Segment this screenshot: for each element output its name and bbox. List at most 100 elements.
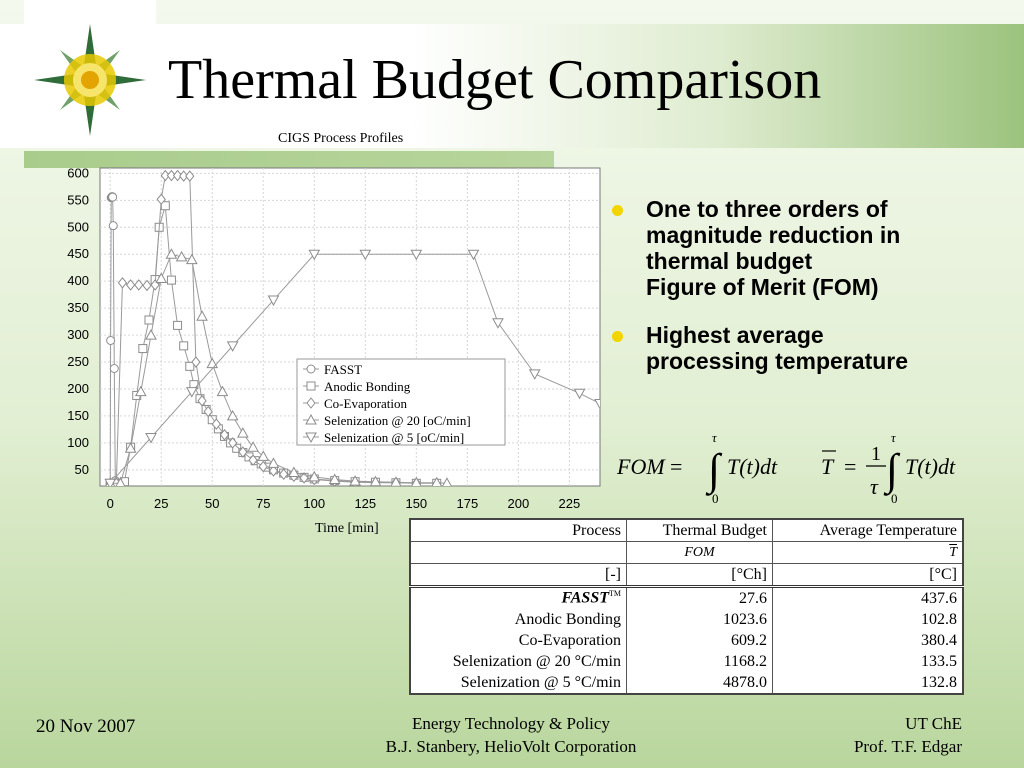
data-point [185, 361, 195, 371]
x-tick-label: 0 [107, 496, 114, 511]
header-thermal-budget: Thermal Budget [626, 519, 773, 542]
footer-date: 20 Nov 2007 [36, 716, 136, 737]
data-point [279, 468, 289, 480]
fraction-numerator: 1 [871, 443, 881, 465]
thermal-budget-cell: 1168.2 [626, 651, 773, 672]
data-point [258, 460, 268, 473]
data-point [573, 388, 586, 400]
data-point [197, 395, 207, 407]
y-tick-label: 300 [67, 327, 89, 342]
legend-box [296, 358, 506, 446]
unit-thermal-budget: [°Ch] [626, 563, 773, 588]
data-point [528, 369, 541, 380]
legend-label: FASST [324, 362, 362, 377]
bullet-dot-icon [612, 331, 623, 342]
integral-sign-icon: ∫ [883, 445, 901, 496]
y-tick-label: 350 [67, 300, 89, 315]
unit-average-temperature: [°C] [772, 563, 963, 588]
integrand: T(t)dt [727, 454, 778, 479]
data-point [165, 248, 178, 259]
legend-label: Co-Evaporation [324, 396, 408, 411]
legend-marker [305, 432, 317, 444]
data-point [226, 409, 239, 421]
data-point [134, 279, 144, 291]
data-point [328, 473, 341, 485]
page-title: Thermal Budget Comparison [168, 49, 822, 111]
data-point [308, 249, 321, 261]
trademark-mark: TM [609, 589, 621, 599]
footer-center-line1: Energy Technology & Policy [412, 714, 610, 733]
data-point [124, 442, 137, 453]
data-point [228, 437, 238, 449]
x-axis-label: Time [min] [315, 521, 379, 536]
data-point [185, 170, 195, 182]
average-temperature-formula: T = 1 τ ∫ τ 0 T(t)dt [821, 430, 956, 506]
data-point [442, 477, 452, 486]
symbol-tbar: T [772, 541, 963, 564]
y-tick-label: 200 [67, 381, 89, 396]
legend-marker [306, 364, 316, 374]
logo [24, 0, 156, 148]
table-unit-row: [-] [°Ch] [°C] [410, 563, 963, 588]
compass-star-icon [34, 24, 146, 136]
data-point [308, 470, 321, 482]
lower-limit: 0 [712, 491, 719, 506]
data-point [191, 356, 201, 368]
data-point [267, 457, 280, 468]
data-point [179, 341, 189, 351]
table-row: Selenization @ 20 °C/min 1168.2 133.5 [410, 651, 963, 672]
x-tick-label: 150 [405, 496, 427, 511]
footer-right-line2: Prof. T.F. Edgar [853, 737, 962, 756]
data-point [166, 275, 176, 285]
data-point [173, 320, 183, 330]
thermal-budget-cell: 4878.0 [626, 672, 773, 694]
data-point [108, 221, 118, 231]
data-point [203, 405, 213, 418]
y-tick-label: 600 [67, 165, 89, 180]
series-4 [104, 249, 600, 486]
tbar-label: T [821, 454, 835, 479]
symbol-process [410, 541, 627, 564]
data-point [219, 428, 230, 441]
data-point [108, 192, 118, 202]
data-point [134, 385, 147, 397]
upper-limit: τ [712, 430, 718, 445]
bullet-dot-icon [612, 205, 623, 216]
y-tick-label: 500 [67, 219, 89, 234]
data-point [166, 169, 177, 182]
thermal-budget-table: Process Thermal Budget Average Temperatu… [409, 518, 964, 695]
data-point [175, 250, 188, 262]
legend-label: Selenization @ 5 [oC/min] [324, 430, 464, 445]
data-point [268, 465, 279, 477]
data-point [594, 399, 600, 410]
footer-center: Energy Technology & Policy B.J. Stanbery… [356, 712, 666, 758]
table-symbol-row: FOM T [410, 541, 963, 564]
average-temperature-cell: 133.5 [772, 651, 963, 672]
bullet-text: One to three orders of magnitude reducti… [646, 196, 901, 300]
data-point [179, 170, 189, 182]
data-point [431, 476, 442, 486]
table-header-row: Process Thermal Budget Average Temperatu… [410, 519, 963, 542]
data-point [160, 169, 170, 182]
legend-marker [306, 397, 316, 409]
fom-formula: FOM = ∫ τ 0 T(t)dt [616, 430, 778, 506]
data-point [115, 477, 126, 486]
data-point [288, 466, 300, 478]
data-point [145, 432, 157, 444]
data-point [142, 279, 152, 292]
table-row: FASSTTM 27.6 437.6 [410, 586, 963, 609]
y-tick-label: 50 [75, 462, 89, 477]
data-point [109, 364, 119, 374]
thermal-budget-cell: 1023.6 [626, 609, 773, 630]
header-process: Process [410, 519, 627, 542]
equals-sign: = [670, 454, 682, 479]
data-point [492, 318, 504, 329]
table-row: Co-Evaporation 609.2 380.4 [410, 630, 963, 651]
process-cell: Co-Evaporation [518, 631, 621, 649]
thermal-budget-cell: 609.2 [626, 630, 773, 651]
series-line [110, 253, 447, 484]
data-point [410, 249, 423, 261]
y-tick-label: 400 [67, 273, 89, 288]
average-temperature-cell: 102.8 [772, 609, 963, 630]
thermal-budget-cell: 27.6 [626, 586, 773, 609]
